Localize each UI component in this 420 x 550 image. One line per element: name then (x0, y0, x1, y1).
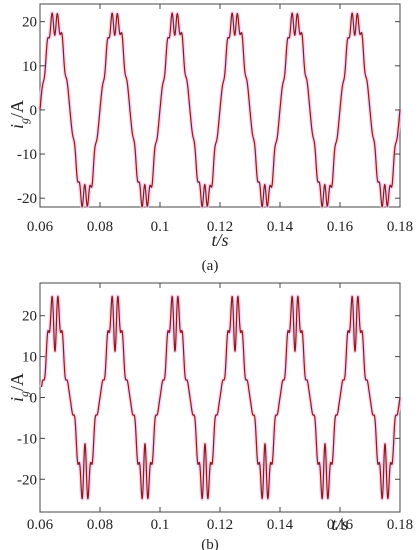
x-tick-label: 0.16 (327, 219, 354, 235)
y-tick-label: 20 (22, 309, 37, 325)
x-tick-label: 0.16 (327, 517, 354, 533)
y-tick-label: 10 (22, 59, 37, 75)
y-ticks-b: 20 10 0 -10 -20 (17, 309, 400, 488)
x-tick-label: 0.18 (387, 219, 413, 235)
y-tick-label: 0 (30, 103, 38, 119)
caption-b: (b) (201, 537, 219, 550)
y-tick-label: -20 (17, 191, 37, 207)
x-tick-label: 0.12 (207, 517, 233, 533)
caption-a: (a) (202, 258, 219, 274)
waveform-line-a (39, 12, 401, 208)
x-axis-label-a: t/s (211, 230, 228, 250)
y-tick-label: 20 (22, 15, 37, 31)
x-tick-label: 0.18 (387, 517, 413, 533)
x-tick-label: 0.12 (207, 219, 233, 235)
x-tick-label: 0.08 (87, 517, 113, 533)
y-ticks-a: 20 10 0 -10 -20 (17, 15, 400, 207)
x-tick-label: 0.06 (27, 517, 54, 533)
x-tick-label: 0.08 (87, 219, 113, 235)
x-tick-label: 0.06 (27, 219, 54, 235)
y-axis-label-b: ig/A (7, 373, 31, 402)
x-ticks-a: 0.06 0.08 0.1 0.12 0.14 0.16 0.18 (27, 4, 413, 235)
y-tick-label: -20 (17, 472, 37, 488)
x-tick-label: 0.1 (151, 219, 170, 235)
y-axis-label-a: ig/A (7, 100, 31, 129)
x-ticks-b: 0.06 0.08 0.1 0.12 0.14 0.16 0.18 (27, 283, 413, 533)
x-axis-label-b: t/s (331, 514, 348, 534)
y-tick-label: -10 (17, 431, 37, 447)
y-tick-label: 0 (30, 391, 38, 407)
waveform-line-b (40, 295, 401, 500)
y-tick-label: -10 (17, 147, 37, 163)
x-tick-label: 0.14 (267, 219, 294, 235)
y-tick-label: 10 (22, 350, 37, 366)
waveform-halo-b (39, 294, 402, 501)
x-tick-label: 0.1 (151, 517, 170, 533)
x-tick-label: 0.14 (267, 517, 294, 533)
